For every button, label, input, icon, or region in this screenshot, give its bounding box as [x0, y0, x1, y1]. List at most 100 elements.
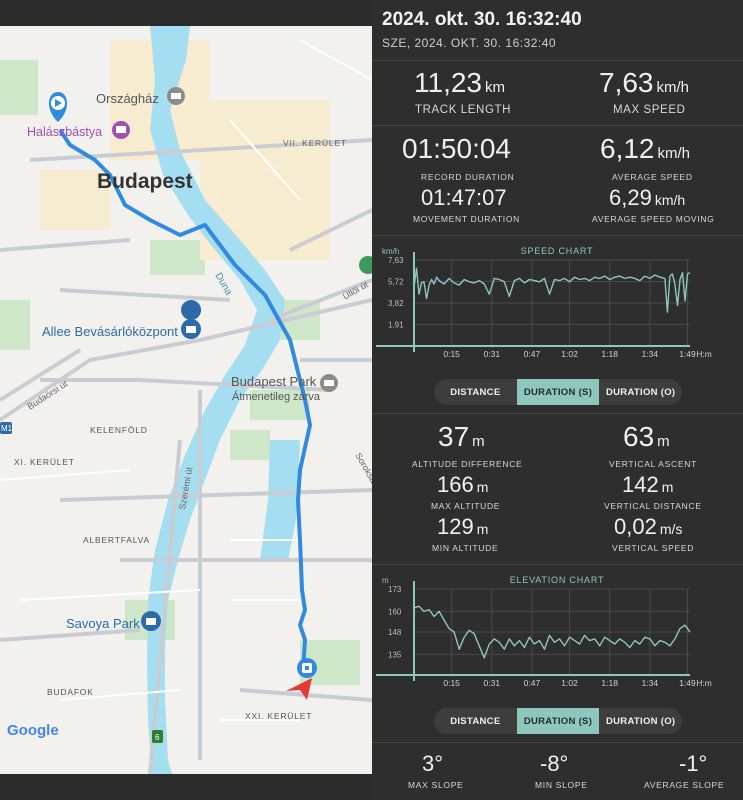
track-subtitle: SZE, 2024. OKT. 30. 16:32:40 [382, 36, 557, 50]
elevation-chart-xlabel: H:m [696, 678, 712, 688]
map-label-budaorsi: Budaörsi út [26, 378, 70, 411]
map-label-allee: Allee Bevásárlóközpont [42, 324, 178, 339]
play-start-marker[interactable] [48, 92, 68, 122]
average-speed-moving-value: 6,29 km/h [609, 185, 686, 210]
max-slope-label: MAX SLOPE [408, 780, 464, 790]
divider [372, 742, 743, 743]
landmark-icon[interactable] [167, 87, 185, 105]
elevation-tab-distance[interactable]: DISTANCE [450, 715, 501, 727]
map-label-duna: Duna [212, 271, 234, 298]
elevation-chart-ytick-label: 148 [388, 628, 402, 637]
altitude-difference-value: 37 m [438, 421, 485, 452]
speed-tab-duration-s[interactable]: DURATION (S) [516, 379, 600, 405]
max-altitude-value: 166 m [437, 472, 489, 497]
speed-chart-ylabel: km/h [382, 247, 399, 256]
track-length-value: 11,23 km [414, 67, 505, 98]
divider [372, 125, 743, 126]
min-altitude-label: MIN ALTITUDE [432, 543, 499, 553]
svg-text:6: 6 [155, 733, 160, 742]
navigation-arrow-icon [286, 678, 312, 700]
divider [372, 564, 743, 565]
max-slope-value: 3° [422, 751, 444, 776]
m1-badge: M1 [0, 422, 13, 434]
speed-chart-xtick-label: 1:02 [561, 349, 578, 359]
speed-chart-mode-selector[interactable]: DISTANCE DURATION (S) DURATION (O) [434, 379, 682, 405]
movement-duration-value: 01:47:07 [421, 185, 507, 210]
budapest-park-icon[interactable] [320, 374, 338, 392]
speed-chart[interactable]: SPEED CHART km/h7,63 5,72 3,82 1,91 0:15 0:31 0… [372, 240, 743, 365]
google-logo: Google [7, 722, 59, 739]
average-speed-label: AVERAGE SPEED [612, 172, 693, 182]
allee-shopping-bag-icon[interactable] [181, 300, 202, 339]
map-label-xi-kerulet: XI. KERÜLET [14, 457, 75, 467]
roads [0, 138, 372, 775]
elevation-chart-xtick-label: 0:31 [484, 678, 501, 688]
max-altitude-label: MAX ALTITUDE [431, 501, 501, 511]
vertical-ascent-value: 63 m [623, 421, 670, 452]
map-label-halaszbastya: Halászbástya [27, 125, 102, 139]
speed-chart-xtick-label: 0:31 [484, 349, 501, 359]
track-details-panel[interactable]: 2024. okt. 30. 16:32:40 SZE, 2024. OKT. … [372, 0, 743, 800]
elevation-chart-ytick-label: 135 [388, 650, 402, 659]
vertical-ascent-label: VERTICAL ASCENT [609, 459, 697, 469]
min-altitude-value: 129 m [437, 514, 489, 539]
minor-roads [0, 39, 372, 721]
altitude-difference-label: ALTITUDE DIFFERENCE [412, 459, 523, 469]
elevation-chart-ytick-label: 173 [388, 585, 402, 594]
map-label-budapest-park: Budapest Park [231, 374, 317, 389]
min-slope-label: MIN SLOPE [535, 780, 588, 790]
map-bottom-bar [0, 774, 372, 800]
road-6-badge: 6 [152, 730, 163, 743]
vertical-distance-value: 142 m [622, 472, 674, 497]
speed-chart-xtick-label: 0:15 [443, 349, 460, 359]
speed-chart-ytick-label: 3,82 [388, 299, 404, 308]
record-duration-label: RECORD DURATION [421, 172, 515, 182]
speed-chart-xlabel: H:m [696, 349, 712, 359]
map-label-albertfalva: ALBERTFALVA [83, 535, 150, 545]
speed-chart-ytick-label: 7,63 [388, 256, 404, 265]
elevation-chart-xtick-label: 0:15 [443, 678, 460, 688]
speed-chart-xtick-label: 1:49 [679, 349, 696, 359]
speed-tab-duration-o[interactable]: DURATION (O) [605, 386, 676, 398]
divider [372, 60, 743, 61]
savoya-shopping-bag-icon[interactable] [141, 611, 161, 631]
max-speed-value: 7,63 km/h [599, 67, 690, 98]
museum-icon[interactable] [112, 121, 130, 139]
speed-chart-ytick-label: 1,91 [388, 320, 404, 329]
map-view[interactable]: Budapest Országház Halászbástya VII. KER… [0, 0, 372, 800]
max-speed-label: MAX SPEED [613, 104, 686, 116]
elevation-tab-duration-s[interactable]: DURATION (S) [516, 708, 600, 734]
speed-chart-series-line [413, 267, 691, 313]
elevation-chart-xtick-label: 1:18 [601, 678, 618, 688]
map-label-soroksari: Soroksári [353, 451, 372, 489]
end-marker[interactable] [297, 658, 317, 678]
danube-river [147, 26, 285, 774]
ráckeve-branch [260, 440, 300, 560]
average-slope-value: -1° [679, 751, 708, 776]
divider [372, 413, 743, 414]
map-label-budapest: Budapest [97, 170, 193, 193]
map-label-vii-kerulet: VII. KERÜLET [283, 138, 347, 148]
speed-chart-ytick-label: 5,72 [388, 278, 404, 287]
speed-chart-title: SPEED CHART [521, 246, 594, 256]
elevation-chart-series-line [413, 605, 691, 659]
map-label-savoya: Savoya Park [66, 616, 140, 631]
map-label-ulloi: Üllői út [341, 279, 370, 302]
elevation-chart-mode-selector[interactable]: DISTANCE DURATION (S) DURATION (O) [434, 708, 682, 734]
record-duration-value: 01:50:04 [402, 133, 511, 164]
map-label-xxi-kerulet: XXI. KERÜLET [245, 711, 312, 721]
park-icon[interactable] [359, 256, 372, 274]
movement-duration-label: MOVEMENT DURATION [413, 214, 520, 224]
vertical-distance-label: VERTICAL DISTANCE [604, 501, 702, 511]
park-areas [0, 60, 360, 685]
track-title: 2024. okt. 30. 16:32:40 [382, 9, 582, 30]
divider [372, 235, 743, 236]
elevation-tab-duration-o[interactable]: DURATION (O) [605, 715, 676, 727]
elevation-chart-xtick-label: 1:49 [679, 678, 696, 688]
speed-tab-distance[interactable]: DISTANCE [450, 386, 501, 398]
elevation-chart-title: ELEVATION CHART [510, 575, 605, 585]
vertical-speed-value: 0,02 m/s [614, 514, 683, 539]
elevation-chart-xtick-label: 0:47 [524, 678, 541, 688]
map-canvas[interactable]: Budapest Országház Halászbástya VII. KER… [0, 0, 372, 800]
